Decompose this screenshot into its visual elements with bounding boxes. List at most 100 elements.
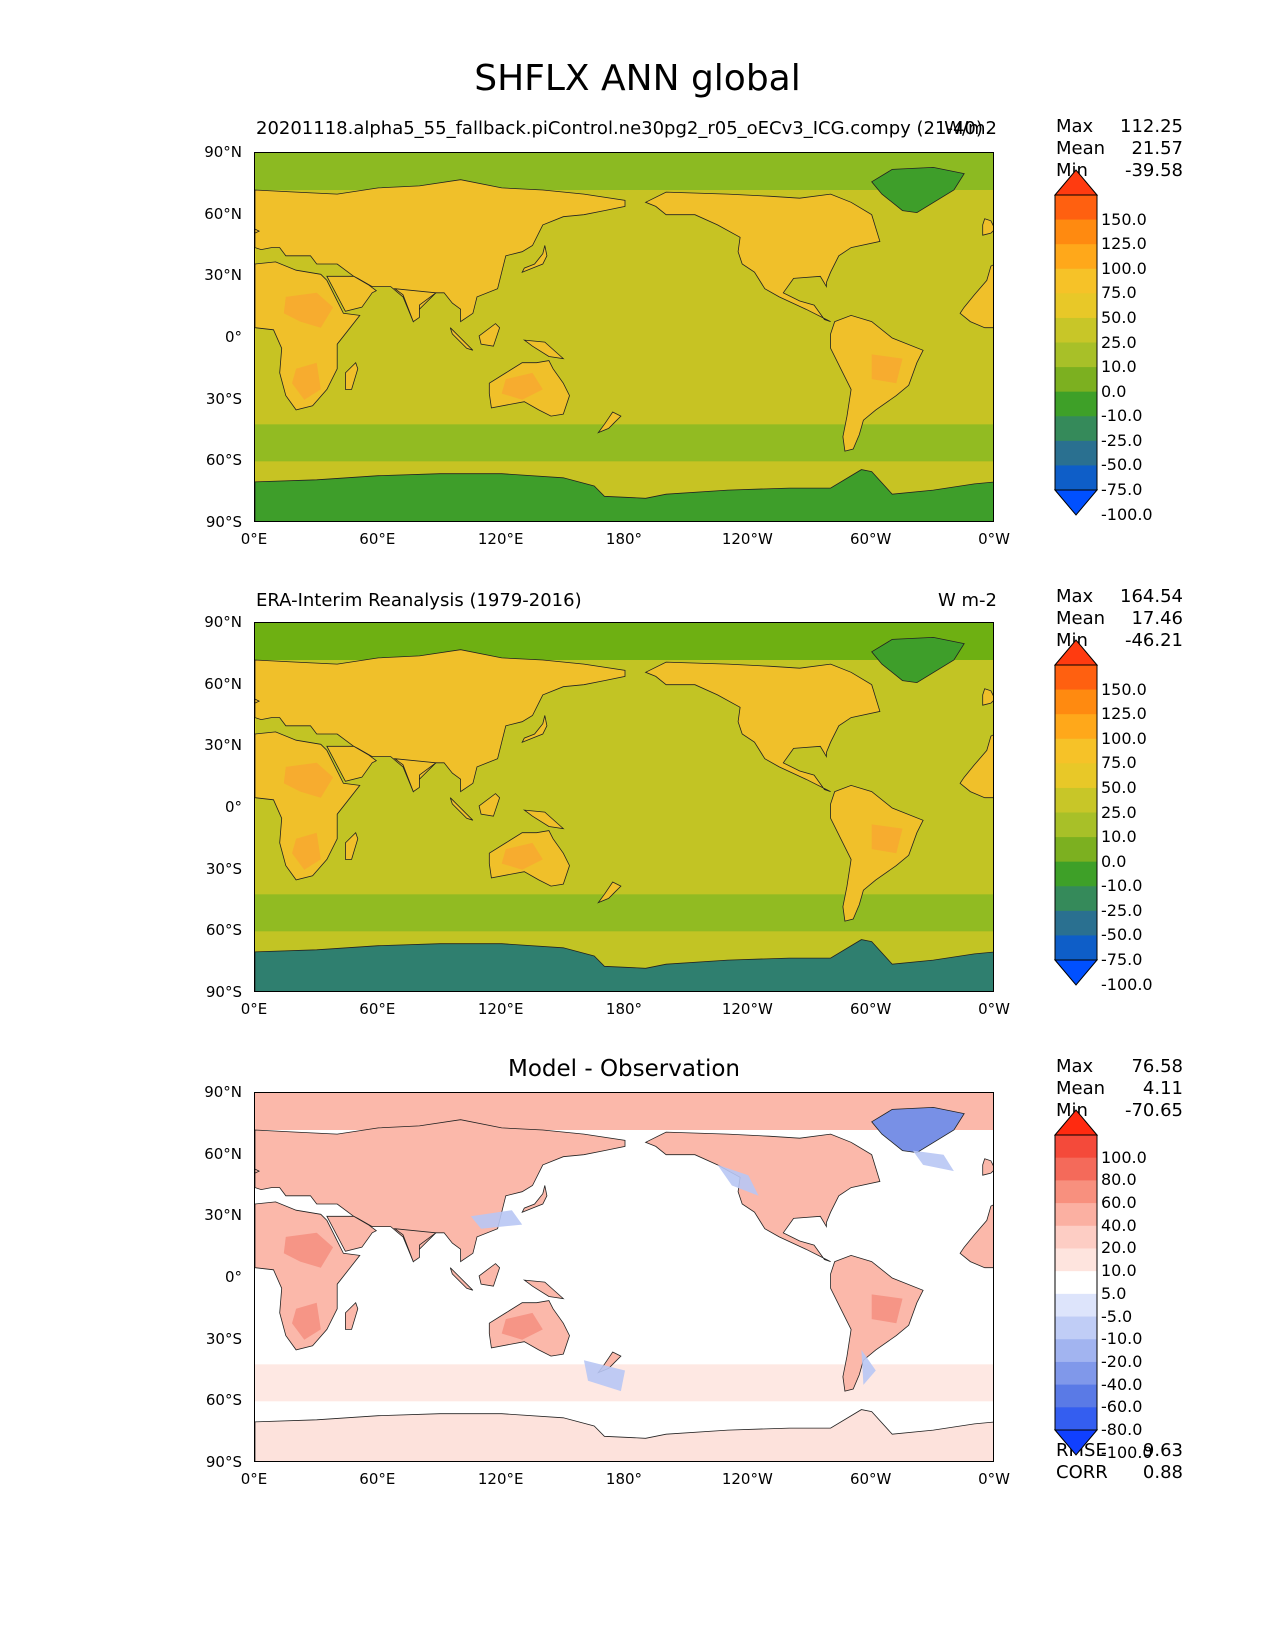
- colorbar-tick-label: 100.0: [1101, 258, 1147, 278]
- colorbar-tick-label: 75.0: [1101, 753, 1137, 773]
- colorbar-segment: [1055, 1180, 1097, 1204]
- negative-anomaly: [861, 1349, 876, 1385]
- southern-ocean-band: [255, 894, 993, 932]
- colorbar-tick-label: -25.0: [1101, 900, 1143, 920]
- lon-tick-label: 120°W: [721, 1000, 773, 1018]
- stat-mean-label: Mean: [1056, 608, 1106, 629]
- stat-mean-label: Mean: [1056, 1078, 1106, 1099]
- colorbar-tick-label: 50.0: [1101, 777, 1137, 797]
- colorbar-segment: [1055, 787, 1097, 813]
- colorbar-extend-max: [1054, 169, 1098, 196]
- colorbar-tick-label: 10.0: [1101, 827, 1137, 847]
- landmass-greenland: [871, 166, 965, 214]
- landmass-arabia: [326, 275, 378, 312]
- lon-tick-label: 180°: [605, 1470, 643, 1488]
- lat-tick-label: 0°: [224, 1268, 242, 1286]
- colorbar-segment: [1055, 219, 1097, 245]
- colorbar-segment: [1055, 1203, 1097, 1227]
- stat-max: Max 76.58: [1056, 1056, 1183, 1078]
- stat-max-label: Max: [1056, 586, 1094, 607]
- colorbar-segment: [1055, 1407, 1097, 1431]
- colorbar-segment: [1055, 812, 1097, 838]
- lon-tick-label: 120°W: [721, 530, 773, 548]
- landmass-greenland: [871, 1106, 965, 1154]
- stat-mean-value: 17.46: [1131, 608, 1183, 629]
- stat-mean: Mean 21.57: [1056, 138, 1183, 160]
- lat-tick-label: 60°N: [204, 1144, 242, 1163]
- colorbar-tick-label: 100.0: [1101, 728, 1147, 748]
- panel-diff: Model - Observation Max 76.58 Mean 4.11 Mi…: [0, 0, 1275, 1483]
- colorbar-segment: [1055, 367, 1097, 393]
- colorbar: [1054, 1109, 1098, 1456]
- landmass-antarctica: [255, 939, 993, 991]
- hot-region: [501, 842, 543, 870]
- colorbar-tick-label: 50.0: [1101, 307, 1137, 327]
- colorbar-segment: [1055, 935, 1097, 961]
- hot-region: [871, 824, 903, 854]
- stats-block: Max 76.58 Mean 4.11 Min -70.65: [1056, 1056, 1183, 1122]
- stat-min: Min -70.65: [1056, 1100, 1183, 1122]
- colorbar-segment: [1055, 342, 1097, 368]
- lon-tick-label: 0°W: [978, 1000, 1010, 1018]
- colorbar: [1054, 169, 1098, 516]
- landmass-nz: [597, 411, 622, 434]
- map-canvas: [255, 153, 993, 521]
- landmass-south-america: [830, 1254, 924, 1392]
- lon-tick-label: 60°E: [359, 1470, 396, 1488]
- landmass-uk-e: [255, 228, 260, 234]
- landmass-nz: [597, 881, 622, 904]
- stat-mean-label: Mean: [1056, 138, 1106, 159]
- landmass-arabia: [326, 745, 378, 782]
- colorbar-tick-label: -100.0: [1101, 974, 1153, 994]
- colorbar-segment: [1055, 1361, 1097, 1386]
- panel-left-title: 20201118.alpha5_55_fallback.piControl.ne…: [256, 118, 983, 139]
- lon-tick-label: 120°W: [721, 1470, 773, 1488]
- colorbar-tick-label: 60.0: [1101, 1193, 1137, 1213]
- stat-max: Max 112.25: [1056, 116, 1183, 138]
- colorbar-tick-label: 10.0: [1101, 357, 1137, 377]
- stat-max-label: Max: [1056, 1056, 1094, 1077]
- colorbar-tick-label: 150.0: [1101, 679, 1147, 699]
- colorbar-segment: [1055, 714, 1097, 740]
- negative-anomaly: [912, 1150, 954, 1172]
- arctic-band: [255, 1093, 993, 1130]
- colorbar-tick-label: 100.0: [1101, 1147, 1147, 1167]
- lon-tick-label: 120°E: [477, 1470, 524, 1488]
- landmass-japan: [521, 715, 548, 743]
- stat-corr-label: CORR: [1056, 1462, 1108, 1483]
- hot-region: [871, 1294, 903, 1324]
- colorbar-segment: [1055, 1135, 1097, 1159]
- lat-tick-label: 60°S: [205, 921, 242, 940]
- lat-tick-label: 30°S: [205, 1329, 242, 1348]
- colorbar-segment: [1055, 1248, 1097, 1272]
- colorbar-tick-label: 20.0: [1101, 1238, 1137, 1258]
- stat-max-value: 164.54: [1120, 586, 1183, 607]
- stat-rmse-value: 9.63: [1142, 1440, 1183, 1461]
- lat-tick-label: 30°S: [205, 389, 242, 408]
- colorbar-segment: [1055, 1271, 1097, 1295]
- landmass-borneo: [478, 793, 501, 817]
- colorbar-segment: [1055, 763, 1097, 789]
- colorbar-tick-label: -75.0: [1101, 480, 1143, 499]
- colorbar-tick-label: 40.0: [1101, 1215, 1137, 1235]
- colorbar-segment: [1055, 1157, 1097, 1181]
- colorbar-segment: [1055, 689, 1097, 715]
- colorbar-tick-label: -5.0: [1101, 1306, 1133, 1326]
- colorbar-extend-min: [1054, 959, 1098, 986]
- lat-tick-label: 90°N: [204, 143, 242, 161]
- lat-tick-label: 90°S: [205, 513, 242, 531]
- hot-region: [292, 362, 321, 400]
- landmass-borneo: [478, 1263, 501, 1287]
- lat-tick-label: 30°N: [204, 1206, 242, 1225]
- colorbar-segment: [1055, 1225, 1097, 1249]
- map-obs: [254, 622, 994, 992]
- colorbar-tick-label: 80.0: [1101, 1170, 1137, 1190]
- colorbar-segment: [1055, 1384, 1097, 1408]
- landmass-borneo: [478, 323, 501, 347]
- colorbar-tick-label: -100.0: [1101, 504, 1153, 524]
- landmass-new-guinea: [522, 1279, 565, 1300]
- colorbar-tick-label: 10.0: [1101, 1261, 1137, 1281]
- stat-mean-value: 21.57: [1131, 138, 1183, 159]
- landmass-india: [393, 758, 437, 793]
- stat-min-value: -46.21: [1124, 630, 1183, 651]
